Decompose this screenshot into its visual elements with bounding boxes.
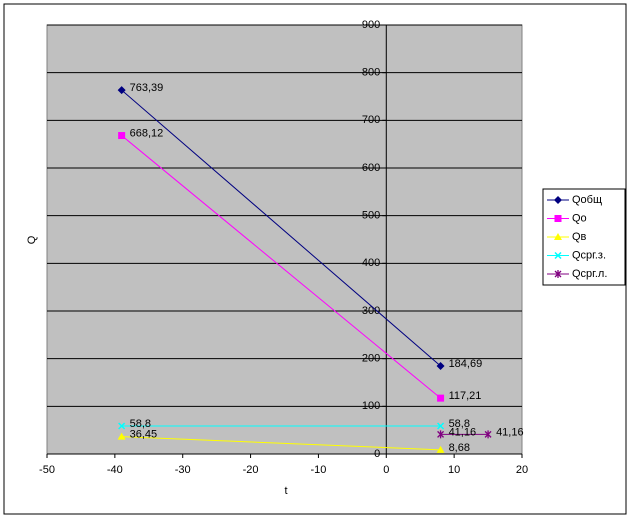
data-label: 184,69: [449, 358, 483, 370]
legend-marker: [554, 233, 562, 240]
legend-marker: [554, 270, 562, 278]
legend-marker: [554, 215, 562, 222]
x-tick-label: -20: [243, 464, 259, 476]
data-label: 8,68: [449, 442, 470, 454]
data-point: [436, 445, 445, 453]
y-tick-label: 200: [362, 353, 380, 365]
series-line: [121, 89, 441, 367]
y-tick-label: 500: [362, 210, 380, 222]
y-tick-label: 100: [362, 400, 380, 412]
x-tick-label: 20: [516, 464, 528, 476]
x-tick-label: 0: [383, 464, 389, 476]
y-tick-label: 300: [362, 305, 380, 317]
x-tick-label: -50: [39, 464, 55, 476]
data-point: [118, 422, 126, 430]
legend-marker: [554, 196, 562, 204]
legend-label: Qсрг.з.: [572, 249, 606, 261]
data-label: 41,16: [496, 426, 524, 438]
data-label: 668,12: [130, 127, 164, 139]
legend-label: Qв: [572, 231, 587, 243]
legend-label: Qобщ: [572, 194, 602, 206]
data-point: [118, 132, 126, 140]
x-tick-label: 10: [448, 464, 460, 476]
data-label: 58,8: [130, 418, 151, 430]
x-tick-label: -30: [175, 464, 191, 476]
y-tick-label: 700: [362, 114, 380, 126]
data-point: [437, 394, 445, 402]
data-point: [484, 430, 492, 439]
data-label: 36,45: [130, 429, 158, 441]
data-point: [117, 86, 126, 95]
legend-label: Qсрг.л.: [572, 268, 607, 280]
data-label: 41,16: [449, 426, 477, 438]
y-tick-label: 900: [362, 19, 380, 31]
data-point: [437, 422, 445, 430]
data-point: [117, 432, 126, 440]
y-tick-label: 400: [362, 257, 380, 269]
legend-marker: [554, 251, 562, 260]
series-line: [121, 436, 441, 451]
data-point: [437, 430, 445, 439]
data-label: 763,39: [130, 82, 164, 94]
data-point: [436, 361, 445, 370]
data-label: 117,21: [449, 390, 482, 402]
y-axis-title: Q: [26, 235, 38, 244]
y-tick-label: 800: [362, 67, 380, 79]
y-tick-label: 600: [362, 162, 380, 174]
data-label: 58,8: [449, 418, 470, 430]
legend-label: Qо: [572, 212, 587, 224]
plot-area: [46, 24, 523, 455]
x-tick-label: -40: [107, 464, 123, 476]
series-line: [121, 135, 441, 399]
x-axis-title: t: [284, 485, 287, 497]
x-tick-label: -10: [310, 464, 326, 476]
